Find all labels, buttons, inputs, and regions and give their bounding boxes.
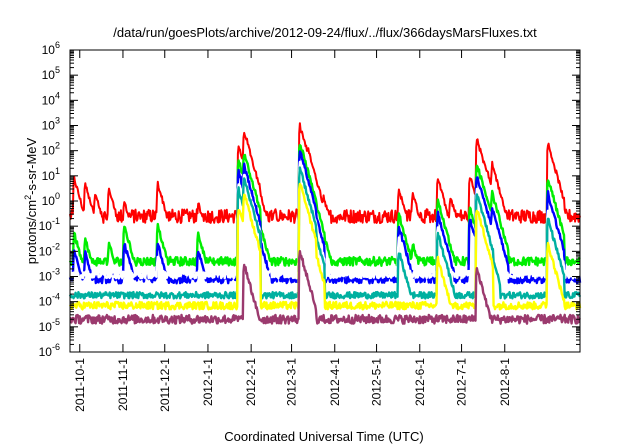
y-tick-label-base: 10 xyxy=(39,219,53,233)
y-tick-label-base: 10 xyxy=(42,68,56,82)
flux-series-line xyxy=(68,143,581,267)
y-tick-label-exp: 5 xyxy=(55,65,60,75)
flux-series-line xyxy=(68,182,582,311)
chart-title: /data/run/goesPlots/archive/2012-09-24/f… xyxy=(113,25,537,40)
y-tick-label-exp: 1 xyxy=(55,166,60,176)
y-tick-label-exp: -2 xyxy=(52,241,60,251)
y-tick-label: 10-5 xyxy=(39,317,60,334)
y-tick-label: 10-1 xyxy=(39,216,60,233)
y-tick-label-base: 10 xyxy=(39,244,53,258)
y-tick-label-exp: 2 xyxy=(55,141,60,151)
y-axis-label-base: protons/cm xyxy=(24,200,39,264)
y-tick-label: 102 xyxy=(42,141,60,158)
x-tick-label: 2012-3-1 xyxy=(285,358,299,406)
x-tick-label: 2012-4-1 xyxy=(328,358,342,406)
x-tick-label: 2012-7-1 xyxy=(455,358,469,406)
y-tick-label-exp: -6 xyxy=(52,342,60,352)
x-tick-label: 2011-12-1 xyxy=(158,358,172,412)
y-tick-label-exp: 0 xyxy=(55,191,60,201)
y-tick-label-base: 10 xyxy=(42,119,56,133)
y-tick-label-base: 10 xyxy=(39,320,53,334)
y-axis-label-sup: 2 xyxy=(23,195,33,200)
y-axis-label-rest: -s-sr-MeV xyxy=(24,137,39,194)
y-tick-label-exp: -5 xyxy=(52,317,60,327)
y-tick-label-exp: -3 xyxy=(52,267,60,277)
y-tick-label: 100 xyxy=(42,191,60,208)
y-tick-label: 103 xyxy=(42,116,60,133)
flux-series-line xyxy=(69,249,582,325)
x-tick-label: 2011-10-1 xyxy=(73,358,87,412)
y-tick-label-base: 10 xyxy=(42,93,56,107)
x-tick-label: 2012-8-1 xyxy=(498,358,512,406)
y-tick-label-exp: 6 xyxy=(55,40,60,50)
flux-series-line xyxy=(69,122,581,225)
y-tick-label-exp: -1 xyxy=(52,216,60,226)
y-tick-label-base: 10 xyxy=(42,194,56,208)
y-tick-label: 101 xyxy=(42,166,60,183)
y-tick-label: 10-6 xyxy=(39,342,60,359)
y-tick-label-base: 10 xyxy=(39,270,53,284)
data-series-layer xyxy=(68,122,582,325)
y-axis-label: protons/cm2-s-sr-MeV xyxy=(23,137,39,264)
y-tick-label: 104 xyxy=(42,90,60,107)
x-tick-label: 2012-5-1 xyxy=(370,358,384,406)
y-tick-label-base: 10 xyxy=(39,295,53,309)
y-tick-label: 105 xyxy=(42,65,60,82)
x-axis-label: Coordinated Universal Time (UTC) xyxy=(224,429,423,444)
x-tick-label: 2012-6-1 xyxy=(413,358,427,406)
y-tick-label: 106 xyxy=(42,40,60,57)
y-tick-label: 10-4 xyxy=(39,292,60,309)
y-tick-label-base: 10 xyxy=(42,43,56,57)
x-tick-label: 2011-11-1 xyxy=(116,358,130,411)
x-tick-label: 2012-1-1 xyxy=(201,358,215,406)
y-tick-label-base: 10 xyxy=(42,169,56,183)
y-tick-label-base: 10 xyxy=(39,345,53,359)
y-tick-label: 10-2 xyxy=(39,241,60,258)
axes-layer: 10-610-510-410-310-210-11001011021031041… xyxy=(39,40,580,412)
y-tick-label-exp: 4 xyxy=(55,90,60,100)
y-tick-label-exp: 3 xyxy=(55,116,60,126)
x-tick-label: 2012-2-1 xyxy=(244,358,258,406)
y-tick-label: 10-3 xyxy=(39,267,60,284)
y-tick-label-base: 10 xyxy=(42,144,56,158)
y-tick-label-exp: -4 xyxy=(52,292,60,302)
